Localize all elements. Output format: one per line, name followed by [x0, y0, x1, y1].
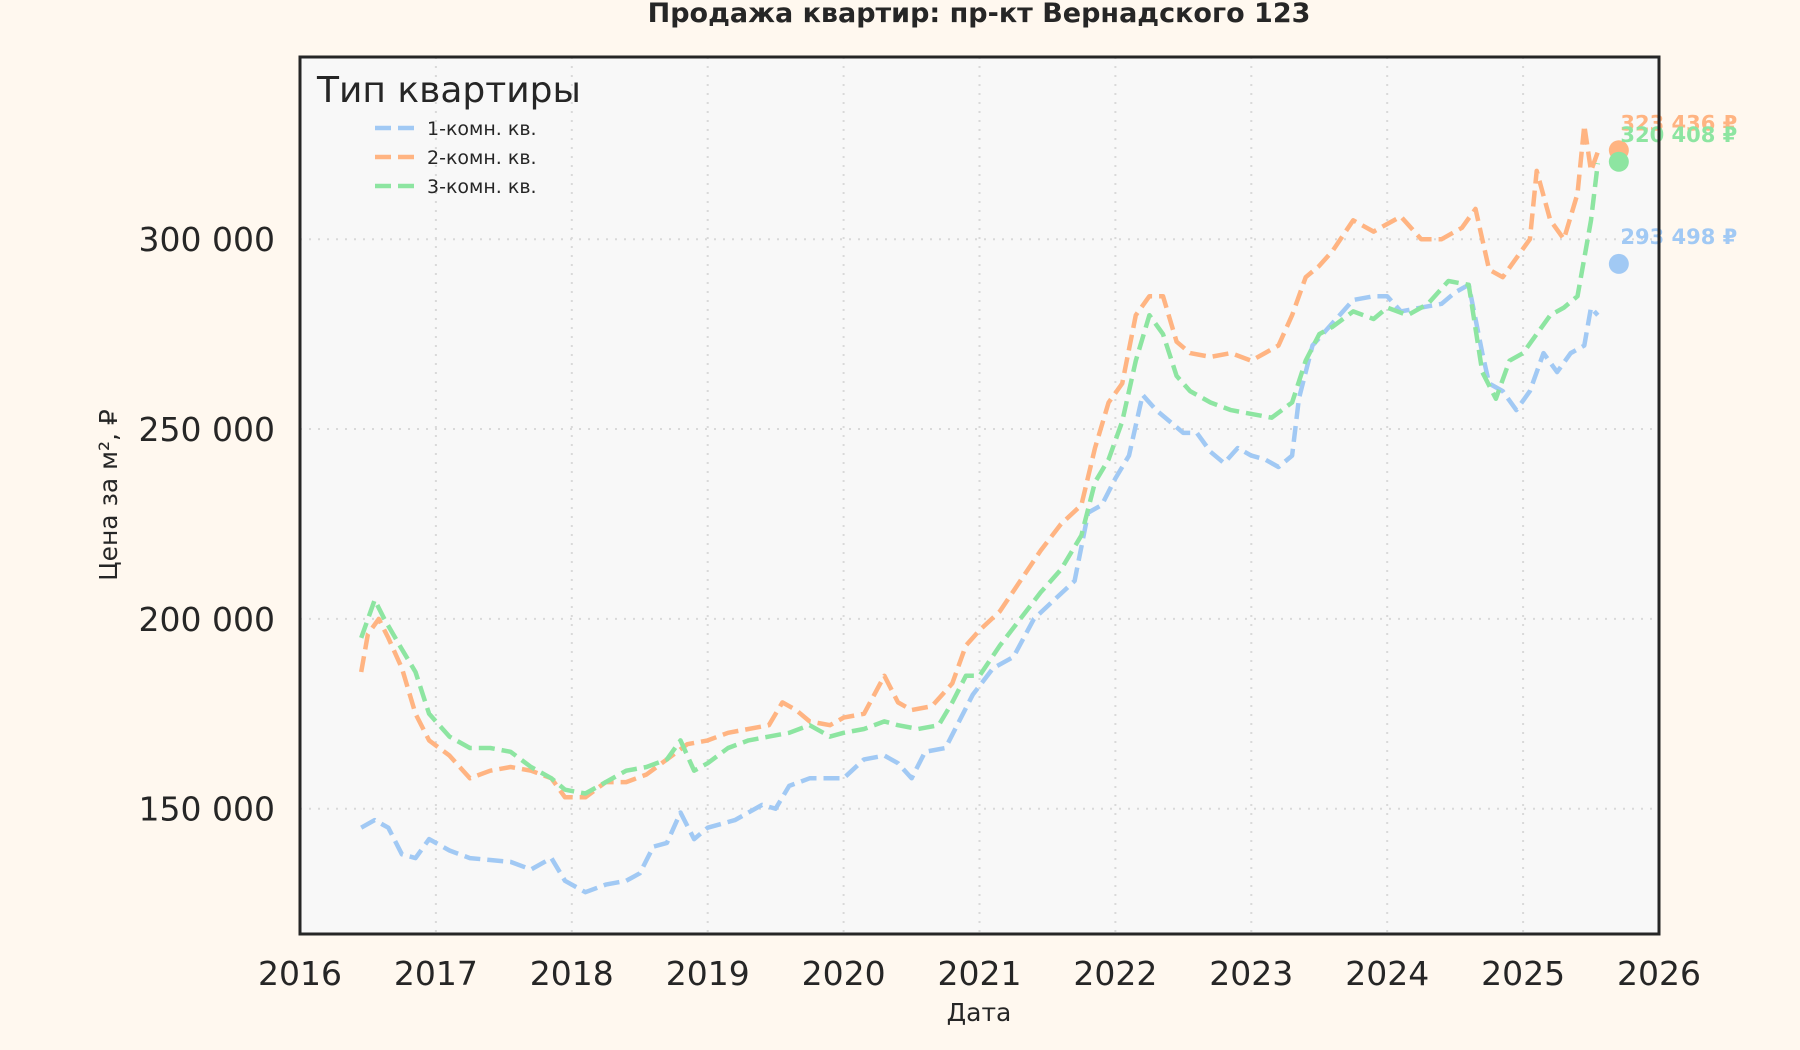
x-tick-label: 2026: [1617, 954, 1701, 993]
end-marker-3: [1608, 151, 1629, 172]
x-tick-label: 2020: [802, 954, 886, 993]
x-tick-label: 2025: [1481, 954, 1565, 993]
end-value-label-3: 320 408 ₽: [1620, 123, 1737, 147]
end-value-label-1: 293 498 ₽: [1620, 225, 1737, 249]
grid: [300, 57, 1659, 934]
end-value-label-2: 323 436 ₽: [1620, 111, 1737, 135]
legend: Тип квартиры 1-комн. кв. 2-комн. кв. 3-ком…: [316, 70, 581, 198]
y-axis-label: Цена за м², ₽: [94, 409, 123, 581]
chart-title: Продажа квартир: пр-кт Вернадского 123: [648, 0, 1311, 29]
end-labels: 293 498 ₽ 323 436 ₽320 408 ₽: [1620, 111, 1737, 249]
y-tick-label: 250 000: [139, 410, 275, 449]
series-line-2: [358, 123, 1600, 800]
y-tick-label: 300 000: [139, 220, 275, 259]
y-axis-ticks: 150 000 200 000 250 000 300 000: [139, 220, 275, 828]
y-tick-label: 200 000: [139, 600, 275, 639]
x-tick-label: 2022: [1073, 954, 1157, 993]
x-axis-ticks: 2016 2017 2018 2019 2020 2021 2022 2023 2024 2025…: [258, 954, 1701, 993]
series-line-3: [359, 163, 1601, 796]
legend-entry-1: 1-комн. кв.: [427, 118, 537, 140]
legend-entry-2: 2-комн. кв.: [427, 147, 537, 169]
x-axis-label: Дата: [947, 998, 1012, 1027]
series-layer: [358, 123, 1601, 895]
x-tick-label: 2019: [666, 954, 750, 993]
x-tick-label: 2018: [530, 954, 614, 993]
end-marker-1: [1608, 253, 1629, 274]
legend-entry-3: 3-комн. кв.: [427, 176, 537, 198]
legend-title: Тип квартиры: [316, 70, 581, 111]
x-tick-label: 2023: [1209, 954, 1293, 993]
x-tick-label: 2024: [1345, 954, 1429, 993]
series-line-1: [360, 282, 1600, 895]
x-tick-label: 2016: [258, 954, 342, 993]
plot-frame: [298, 55, 1661, 936]
x-tick-label: 2021: [938, 954, 1022, 993]
y-tick-label: 150 000: [139, 790, 275, 829]
end-markers: [1608, 140, 1629, 274]
x-tick-label: 2017: [394, 954, 478, 993]
